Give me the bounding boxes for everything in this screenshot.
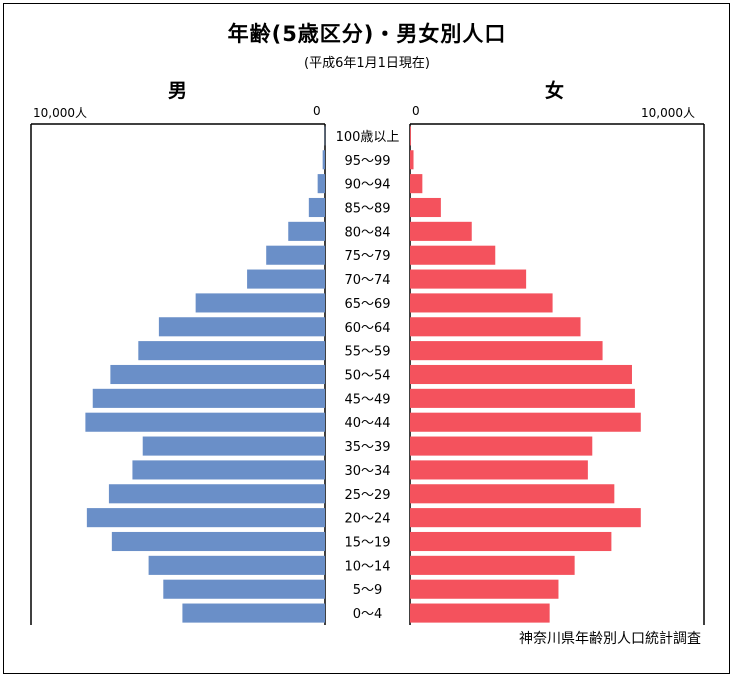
- age-group-label: 100歳以上: [336, 130, 400, 145]
- male-bar: [111, 531, 325, 552]
- male-bar: [266, 245, 325, 265]
- chart-frame: [3, 3, 730, 674]
- male-bar: [317, 174, 325, 194]
- male-bar: [85, 412, 325, 432]
- female-bar: [410, 126, 411, 146]
- male-bar: [308, 197, 325, 218]
- age-group-label: 0～4: [353, 607, 383, 622]
- male-axis-max-label: 10,000人: [33, 106, 87, 120]
- male-bar: [324, 126, 326, 146]
- female-bar: [410, 460, 588, 480]
- female-bar: [410, 197, 441, 218]
- age-group-label: 85～89: [344, 202, 390, 217]
- age-group-label: 60～64: [344, 321, 390, 336]
- female-bar: [410, 508, 641, 528]
- male-bar: [132, 460, 325, 480]
- male-bar: [322, 150, 325, 170]
- male-bar: [247, 269, 325, 289]
- female-axis-max-label: 10,000人: [641, 106, 695, 120]
- male-bar: [110, 364, 325, 385]
- male-bar: [195, 293, 325, 313]
- female-bar: [410, 364, 632, 385]
- age-group-label: 10～14: [344, 559, 390, 574]
- age-group-label: 25～29: [344, 488, 390, 503]
- male-label: 男: [168, 80, 188, 102]
- male-bar: [108, 484, 325, 504]
- female-bar: [410, 221, 472, 241]
- female-bar: [410, 484, 615, 504]
- female-bar: [410, 317, 581, 337]
- male-bar: [92, 388, 326, 408]
- chart-subtitle: (平成6年1月1日現在): [304, 56, 430, 71]
- female-label: 女: [545, 80, 565, 102]
- age-group-label: 30～34: [344, 464, 390, 479]
- age-group-label: 50～54: [344, 369, 390, 384]
- male-bar: [142, 436, 325, 456]
- female-bar: [410, 436, 593, 456]
- female-bar: [410, 293, 553, 313]
- age-group-label: 75～79: [344, 249, 390, 264]
- male-bar: [138, 341, 325, 361]
- male-bar: [288, 221, 325, 241]
- female-bar: [410, 579, 559, 599]
- female-bar: [410, 555, 575, 575]
- male-bar: [158, 317, 325, 337]
- female-axis-zero-label: 0: [412, 104, 420, 118]
- female-bar: [410, 603, 550, 623]
- male-bar: [163, 579, 325, 599]
- female-bar: [410, 388, 635, 408]
- age-group-label: 90～94: [344, 178, 390, 193]
- male-bar: [182, 603, 325, 623]
- female-bar: [410, 245, 496, 265]
- age-group-label: 45～49: [344, 392, 390, 407]
- age-group-label: 5～9: [353, 583, 383, 598]
- female-bar: [410, 412, 641, 432]
- male-bar: [148, 555, 325, 575]
- female-bar: [410, 150, 414, 170]
- female-bar: [410, 341, 603, 361]
- female-bar: [410, 174, 423, 194]
- age-group-label: 20～24: [344, 512, 390, 527]
- age-group-label: 55～59: [344, 345, 390, 360]
- age-group-label: 65～69: [344, 297, 390, 312]
- age-group-label: 80～84: [344, 225, 390, 240]
- age-group-label: 70～74: [344, 273, 390, 288]
- female-bar: [410, 269, 527, 289]
- source-note: 神奈川県年齢別人口統計調査: [519, 631, 701, 647]
- male-axis-zero-label: 0: [313, 104, 321, 118]
- age-group-label: 95～99: [344, 154, 390, 169]
- age-group-label: 15～19: [344, 536, 390, 551]
- male-bar: [86, 508, 325, 528]
- female-bar: [410, 531, 612, 552]
- chart-title: 年齢(5歳区分)・男女別人口: [227, 22, 507, 46]
- age-group-label: 35～39: [344, 440, 390, 455]
- age-group-label: 40～44: [344, 416, 390, 431]
